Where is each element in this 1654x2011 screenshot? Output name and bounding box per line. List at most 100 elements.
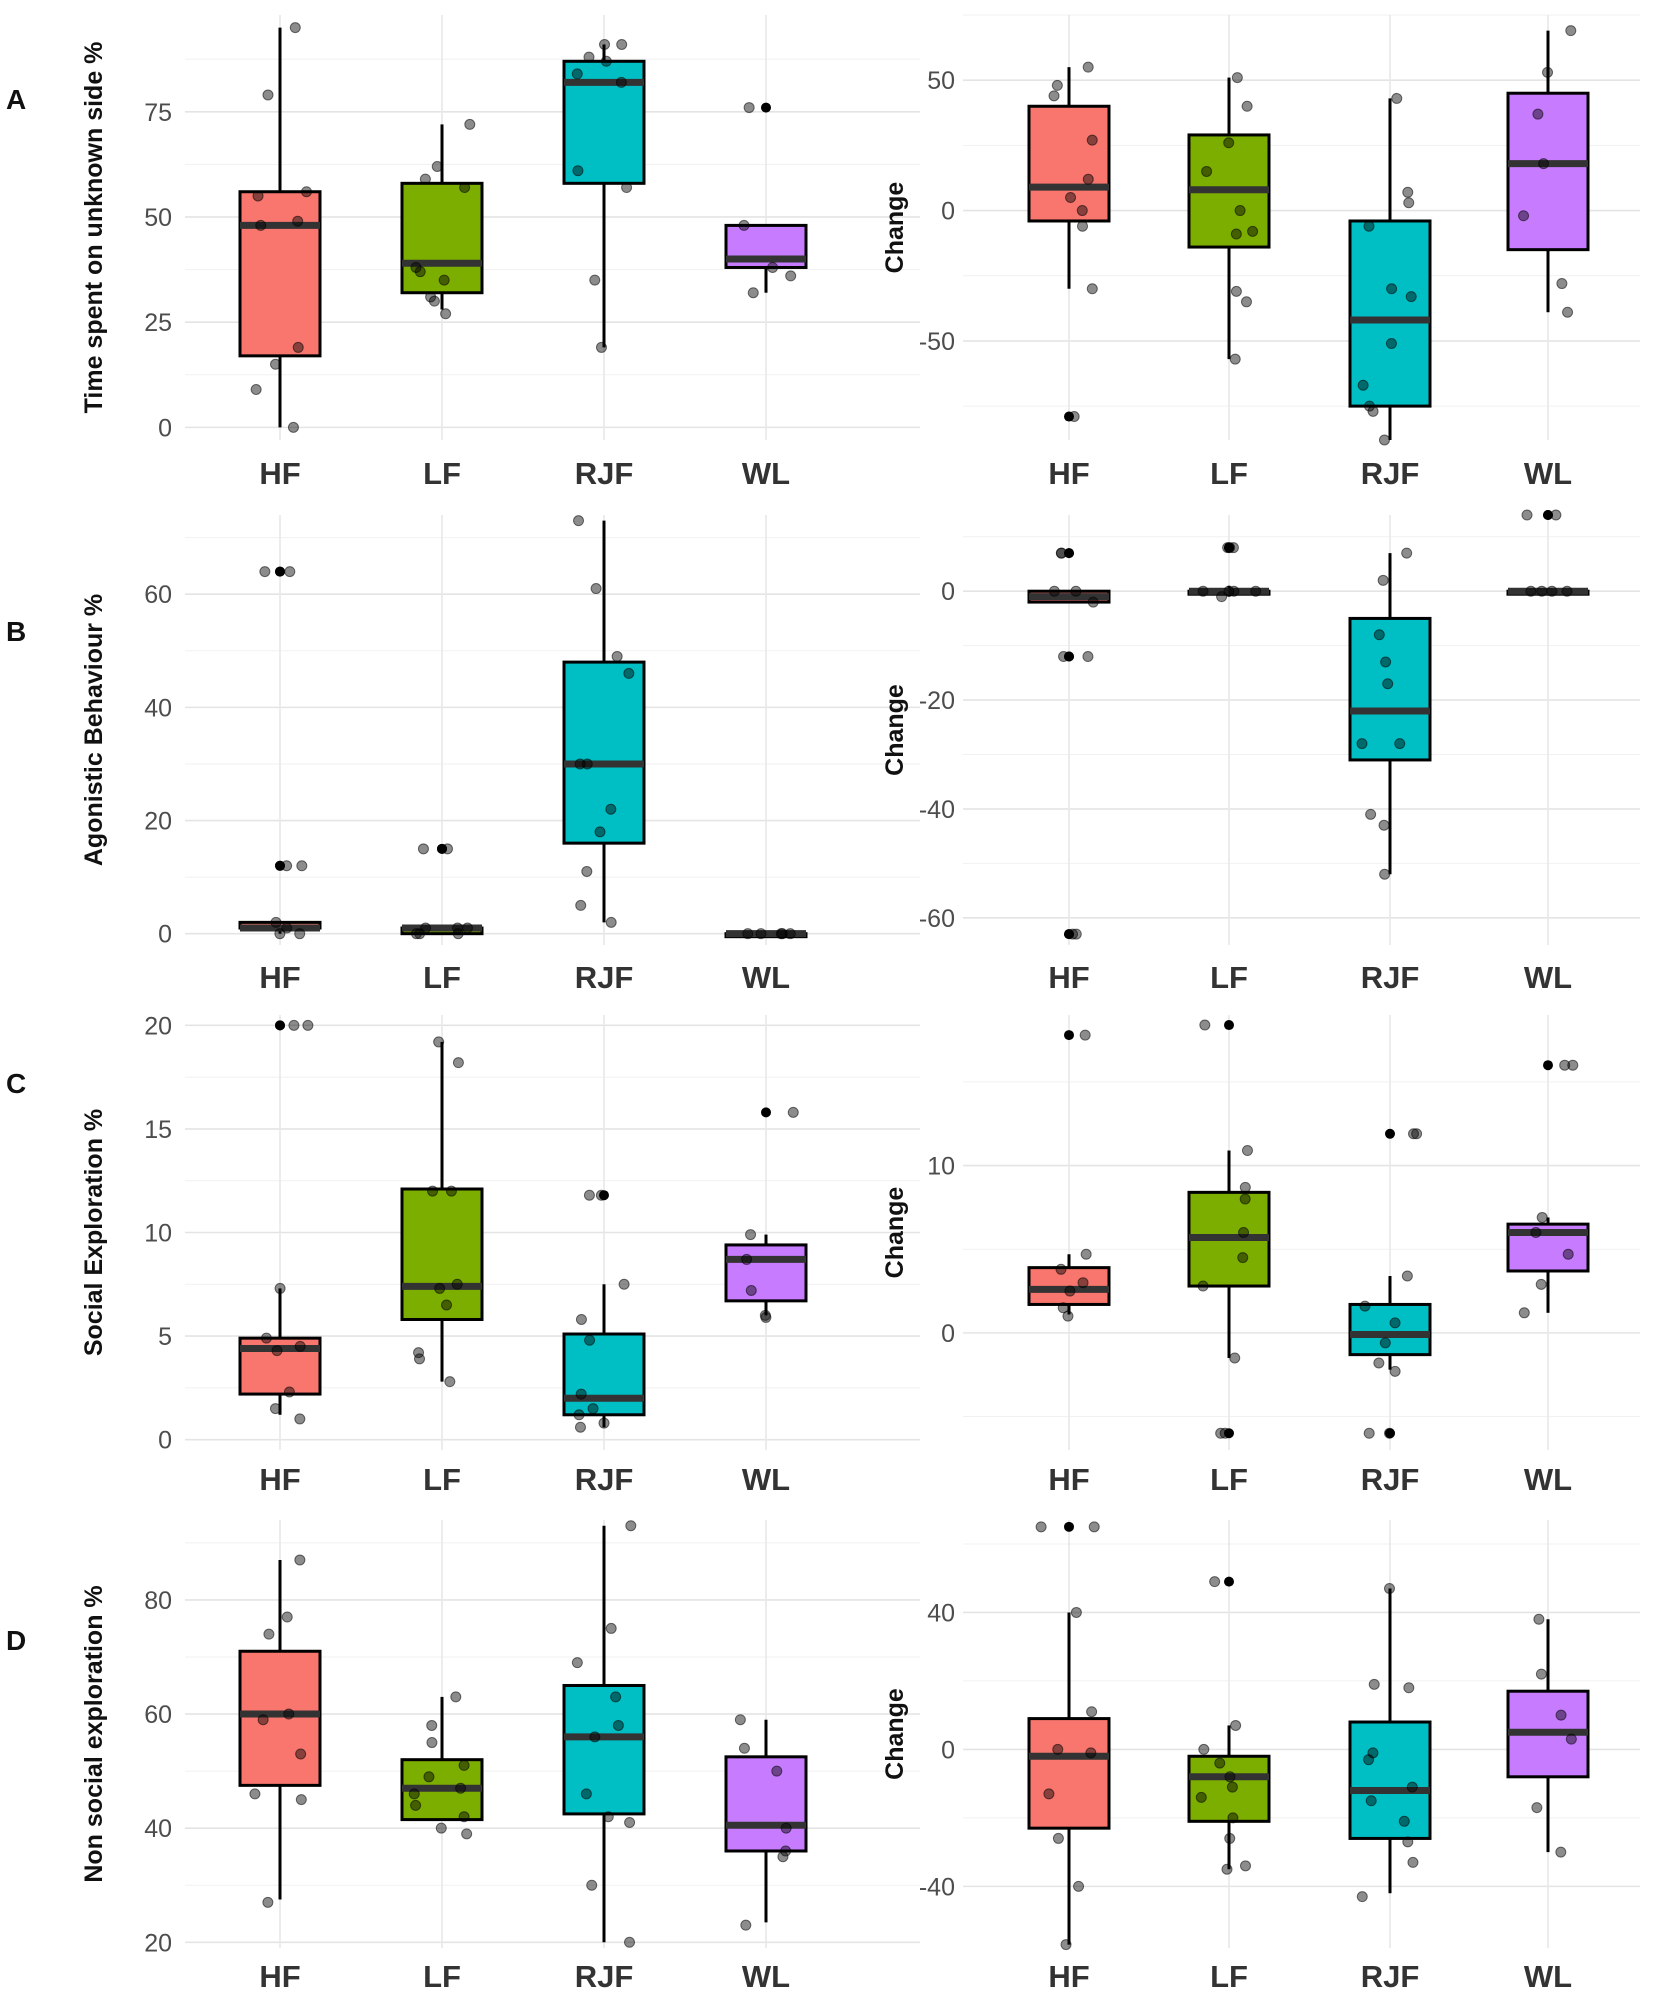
data-point xyxy=(602,1811,614,1823)
data-point xyxy=(257,1714,269,1726)
outlier-point xyxy=(1064,1521,1074,1532)
data-point xyxy=(1216,591,1228,603)
data-point xyxy=(1051,79,1063,91)
data-point xyxy=(780,1845,792,1857)
data-point xyxy=(1556,278,1568,290)
box-iqr xyxy=(562,1683,646,1816)
data-point xyxy=(1535,1278,1547,1290)
data-point xyxy=(1531,1802,1543,1814)
y-axis-label: Change xyxy=(881,1187,909,1279)
data-point xyxy=(618,1278,630,1290)
data-point xyxy=(1565,1733,1577,1745)
data-point xyxy=(624,1816,636,1828)
data-point xyxy=(1224,1771,1236,1783)
data-point xyxy=(1382,678,1394,690)
data-point xyxy=(1357,379,1369,391)
data-point xyxy=(281,860,293,872)
data-point xyxy=(1394,738,1406,750)
data-point xyxy=(435,1822,447,1834)
y-tick-label: 40 xyxy=(144,1815,172,1843)
x-tick-label-hf: HF xyxy=(259,960,300,995)
data-point xyxy=(1521,509,1533,521)
x-tick-label-lf: LF xyxy=(1210,1462,1248,1497)
data-point xyxy=(270,358,282,370)
data-point xyxy=(1403,1682,1415,1694)
x-tick-label-wl: WL xyxy=(742,960,790,995)
data-point xyxy=(295,1794,307,1806)
data-point xyxy=(1223,137,1235,149)
data-point xyxy=(1088,1521,1100,1533)
data-point xyxy=(1086,283,1098,295)
data-point xyxy=(1237,1252,1249,1264)
data-point xyxy=(1373,629,1385,641)
x-tick-label-rjf: RJF xyxy=(1361,1959,1420,1994)
y-tick-label: 75 xyxy=(144,99,172,127)
data-point xyxy=(1209,1576,1221,1588)
y-tick-label: 0 xyxy=(941,198,955,226)
data-point xyxy=(575,1388,587,1400)
outlier-point xyxy=(1064,1030,1074,1041)
data-point xyxy=(419,173,431,185)
data-point xyxy=(738,1742,750,1754)
y-tick-label: 20 xyxy=(144,1929,172,1957)
data-point xyxy=(294,1413,306,1425)
data-point xyxy=(1077,220,1089,232)
data-point xyxy=(777,1851,789,1863)
data-point xyxy=(1546,585,1558,597)
box-lf xyxy=(1187,72,1271,365)
chart-panel-b-left: 0 20 40 60 Agonistic Behaviour % HF LF RJF WL xyxy=(80,515,920,995)
data-point xyxy=(1562,306,1574,318)
data-point xyxy=(611,650,623,662)
data-point xyxy=(426,1737,438,1749)
data-point xyxy=(745,1285,757,1296)
data-point xyxy=(1070,1606,1082,1618)
data-point xyxy=(414,266,426,278)
data-point xyxy=(1405,291,1417,303)
x-tick-label-wl: WL xyxy=(1524,456,1572,491)
row-label-b: B xyxy=(6,616,27,647)
data-point xyxy=(1530,1227,1542,1238)
data-point xyxy=(459,182,471,194)
y-axis-label: Social Exploration % xyxy=(80,1109,108,1356)
y-tick-label: -60 xyxy=(919,905,955,933)
data-point xyxy=(1198,1743,1210,1755)
data-point xyxy=(252,190,264,202)
y-axis-label: Change xyxy=(881,182,909,274)
box-hf xyxy=(1027,547,1111,940)
box-lf xyxy=(1187,1576,1271,1875)
data-point xyxy=(427,1185,439,1197)
data-point xyxy=(428,295,440,307)
data-point xyxy=(583,1189,595,1201)
data-point xyxy=(1058,651,1070,663)
data-point xyxy=(410,1799,422,1811)
box-wl xyxy=(724,1714,808,1931)
outlier-point xyxy=(1385,1428,1395,1439)
data-point xyxy=(1359,1300,1371,1312)
data-point xyxy=(600,55,612,67)
data-point xyxy=(1048,585,1060,597)
x-tick-label-rjf: RJF xyxy=(575,960,634,995)
data-point xyxy=(1070,928,1082,940)
data-point xyxy=(587,1403,599,1415)
x-tick-label-rjf: RJF xyxy=(575,1959,634,1994)
x-tick-label-wl: WL xyxy=(742,1462,790,1497)
data-point xyxy=(1043,1788,1055,1800)
x-tick-label-lf: LF xyxy=(423,1959,461,1994)
data-point xyxy=(302,1019,314,1031)
data-point xyxy=(745,1229,757,1241)
data-point xyxy=(571,1657,583,1669)
box-rjf xyxy=(562,1520,646,1948)
y-tick-label: 10 xyxy=(144,1220,172,1248)
data-point xyxy=(249,1788,261,1800)
data-point xyxy=(462,922,474,934)
data-point xyxy=(438,274,450,286)
x-tick-label-lf: LF xyxy=(423,456,461,491)
data-point xyxy=(287,421,299,433)
data-point xyxy=(1055,1263,1067,1275)
x-tick-label-wl: WL xyxy=(1524,1959,1572,1994)
data-point xyxy=(575,1314,587,1325)
box-lf xyxy=(400,1036,484,1388)
y-tick-label: 60 xyxy=(144,1701,172,1729)
data-point xyxy=(1561,585,1573,597)
data-point xyxy=(1379,868,1391,880)
